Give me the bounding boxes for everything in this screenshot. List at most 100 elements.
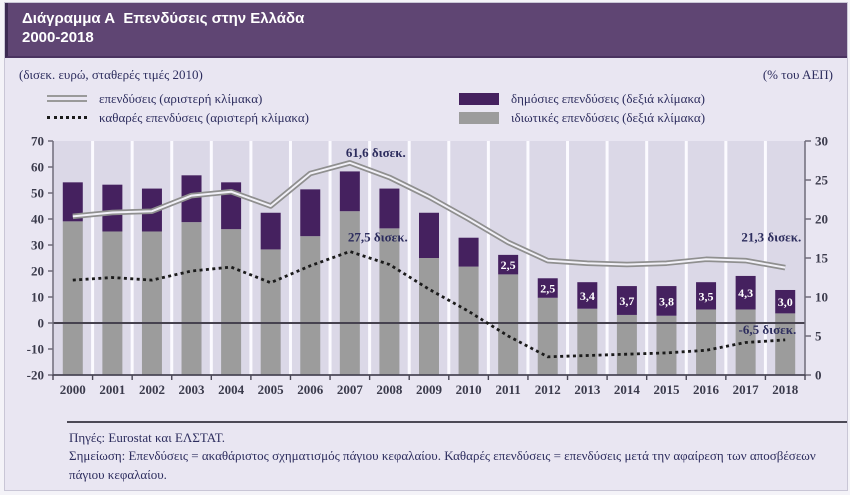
public-investment-bar-2017 bbox=[735, 275, 756, 309]
private-investment-bar-2005 bbox=[260, 248, 281, 375]
private-investment-bar-2000 bbox=[62, 220, 83, 375]
right-axis-tick-label: 30 bbox=[815, 133, 828, 148]
right-axis-tick-label: 20 bbox=[815, 211, 828, 226]
right-axis-tick-label: 15 bbox=[815, 250, 829, 265]
left-axis-tick-label: 10 bbox=[31, 289, 44, 304]
year-tick-label: 2010 bbox=[456, 382, 482, 397]
year-tick-label: 2001 bbox=[99, 382, 125, 397]
left-axis-tick-label: 70 bbox=[31, 133, 44, 148]
annotation-label: -6,5 δισεκ. bbox=[739, 321, 797, 336]
private-investment-bar-2014 bbox=[616, 314, 637, 375]
year-tick-label: 2004 bbox=[218, 382, 245, 397]
public-investment-bar-2008 bbox=[379, 188, 400, 228]
left-axis-tick-label: 30 bbox=[31, 237, 44, 252]
left-axis: 70 60 50 40 30 20 10 0 -10 -20 bbox=[27, 133, 53, 382]
right-axis-units-label: (% του ΑΕΠ) bbox=[762, 66, 833, 82]
right-axis-tick-label: 5 bbox=[815, 328, 822, 343]
sources-note: Πηγές: Eurostat και ΕΛΣΤΑΤ. bbox=[69, 429, 225, 445]
year-tick-label: 2013 bbox=[574, 382, 601, 397]
year-tick-label: 2005 bbox=[258, 382, 285, 397]
legend-item-label: ιδιωτικές επενδύσεις (δεξιά κλίμακα) bbox=[511, 109, 706, 125]
dotted-line-symbol-icon bbox=[47, 116, 87, 119]
year-tick-label: 2014 bbox=[614, 382, 641, 397]
private-investment-bar-2009 bbox=[419, 257, 439, 375]
left-axis-units-label: (δισεκ. ευρώ, σταθερές τιμές 2010) bbox=[19, 66, 203, 82]
legend-item-public-investments: δημόσιες επενδύσεις (δεξιά κλίμακα) bbox=[459, 91, 705, 107]
gross-investments-line bbox=[72, 159, 786, 270]
annotation-label: 21,3 δισεκ. bbox=[741, 229, 801, 244]
public-investment-bar-2011 bbox=[498, 254, 519, 274]
left-axis-tick-label: 0 bbox=[38, 315, 45, 330]
chart-title: Διάγραμμα Α Επενδύσεις στην Ελλάδα bbox=[22, 10, 305, 27]
left-axis-tick-label: -10 bbox=[27, 341, 44, 356]
year-tick-label: 2015 bbox=[653, 382, 680, 397]
private-investment-bar-2003 bbox=[181, 221, 202, 375]
chart-area: 2,5 2,5 3,4 3,7 3,8 3,5 4,3 3,0 61,6 δισεκ. 27,5 … bbox=[5, 130, 847, 418]
legend-item-label: καθαρές επενδύσεις (αριστερή κλίμακα) bbox=[99, 109, 309, 125]
private-investment-bar-2016 bbox=[696, 308, 717, 375]
year-tick-label: 2017 bbox=[733, 382, 760, 397]
right-axis-tick-label: 0 bbox=[815, 367, 822, 382]
legend: επενδύσεις (αριστερή κλίμακα) καθαρές επ… bbox=[5, 85, 847, 128]
left-axis-tick-label: 60 bbox=[31, 159, 44, 174]
x-axis: 2000 2001 2002 2003 2004 2005 2006 2007 2008 2009… bbox=[52, 374, 806, 397]
annotations: 61,6 δισεκ. 27,5 δισεκ. 21,3 δισεκ. -6,5 δι… bbox=[346, 144, 801, 336]
chart-panel: Διάγραμμα Α Επενδύσεις στην Ελλάδα 2000-… bbox=[4, 2, 848, 491]
year-tick-label: 2003 bbox=[179, 382, 206, 397]
private-investment-bar-2006 bbox=[300, 235, 321, 375]
year-tick-label: 2012 bbox=[535, 382, 561, 397]
chart-canvas: 2,5 2,5 3,4 3,7 3,8 3,5 4,3 3,0 61,6 δισεκ. 27,5 … bbox=[27, 133, 829, 397]
private-investment-bar-2015 bbox=[656, 315, 677, 375]
year-tick-label: 2002 bbox=[139, 382, 165, 397]
public-investment-bar-2006 bbox=[300, 188, 321, 236]
bar-value-label: 3,4 bbox=[580, 288, 595, 302]
year-tick-label: 2011 bbox=[496, 382, 521, 397]
legend-left-column: επενδύσεις (αριστερή κλίμακα) καθαρές επ… bbox=[47, 91, 417, 126]
public-investment-bar-2014 bbox=[616, 285, 637, 315]
right-axis: 0 5 10 15 20 25 30 bbox=[805, 133, 829, 382]
year-tick-label: 2000 bbox=[60, 382, 86, 397]
legend-item-gross-investments: επενδύσεις (αριστερή κλίμακα) bbox=[47, 91, 417, 107]
year-tick-label: 2006 bbox=[297, 382, 324, 397]
year-tick-label: 2016 bbox=[693, 382, 720, 397]
private-investment-bar-2018 bbox=[775, 312, 796, 375]
private-investment-bar-2004 bbox=[221, 228, 242, 375]
public-investment-bar-2003 bbox=[181, 174, 202, 222]
annotation-label: 27,5 δισεκ. bbox=[348, 229, 408, 244]
public-investment-bar-2012 bbox=[537, 277, 558, 298]
bar-value-label: 3,7 bbox=[619, 294, 634, 308]
chart-title-period: 2000-2018 bbox=[22, 28, 94, 46]
private-investment-bar-2010 bbox=[458, 266, 479, 375]
legend-item-private-investments: ιδιωτικές επενδύσεις (δεξιά κλίμακα) bbox=[459, 110, 705, 126]
public-investment-bar-2005 bbox=[260, 212, 281, 249]
private-investment-bar-2012 bbox=[537, 297, 558, 375]
bar-value-labels: 2,5 2,5 3,4 3,7 3,8 3,5 4,3 3,0 bbox=[501, 258, 793, 309]
legend-item-label: επενδύσεις (αριστερή κλίμακα) bbox=[99, 90, 263, 106]
year-tick-label: 2007 bbox=[337, 382, 364, 397]
bar-value-label: 4,3 bbox=[738, 286, 753, 300]
private-investment-bar-2001 bbox=[102, 230, 123, 375]
public-investment-bar-2016 bbox=[696, 281, 717, 309]
legend-item-label: δημόσιες επενδύσεις (δεξιά κλίμακα) bbox=[511, 90, 706, 106]
axis-units-row: (δισεκ. ευρώ, σταθερές τιμές 2010) (% το… bbox=[5, 58, 847, 85]
year-tick-label: 2009 bbox=[416, 382, 443, 397]
left-axis-tick-label: -20 bbox=[27, 367, 44, 382]
private-investment-bar-2002 bbox=[141, 230, 162, 375]
bar-value-label: 2,5 bbox=[540, 281, 555, 295]
private-investment-bar-2008 bbox=[379, 227, 400, 375]
right-axis-tick-label: 10 bbox=[815, 289, 828, 304]
legend-right-column: δημόσιες επενδύσεις (δεξιά κλίμακα) ιδιω… bbox=[459, 91, 705, 126]
bar-value-label: 2,5 bbox=[501, 258, 516, 272]
footer: Πηγές: Eurostat και ΕΛΣΤΑΤ. Σημείωση: Επ… bbox=[67, 420, 847, 486]
public-investment-bar-2015 bbox=[656, 285, 677, 316]
title-bar: Διάγραμμα Α Επενδύσεις στην Ελλάδα 2000-… bbox=[5, 3, 847, 58]
annotation-label: 61,6 δισεκ. bbox=[346, 144, 406, 159]
public-investment-bar-2001 bbox=[102, 184, 123, 231]
left-axis-tick-label: 20 bbox=[31, 263, 44, 278]
public-investment-bar-2013 bbox=[577, 281, 598, 309]
public-investment-bar-2007 bbox=[339, 170, 360, 211]
public-investment-bar-2018 bbox=[775, 289, 796, 313]
private-investment-bar-2013 bbox=[577, 308, 598, 375]
methodology-note: Σημείωση: Επενδύσεις = ακαθάριστος σχημα… bbox=[69, 448, 816, 483]
bar-value-label: 3,8 bbox=[659, 294, 674, 308]
